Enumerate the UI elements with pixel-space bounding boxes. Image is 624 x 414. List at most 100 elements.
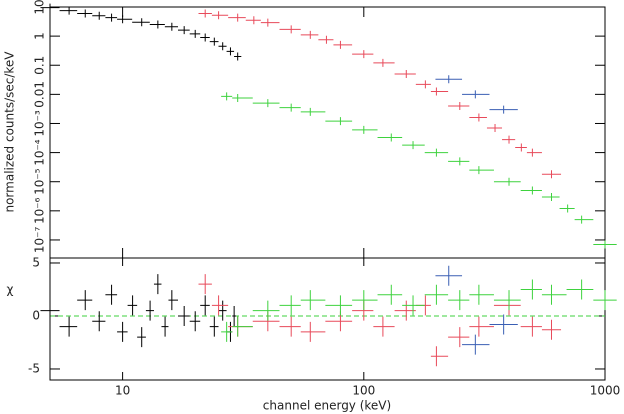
spectrum-bin: [526, 148, 542, 157]
residual: [394, 300, 416, 321]
spectrum-bin: [318, 35, 334, 44]
residual: [137, 327, 146, 348]
spectrum-bin: [520, 186, 542, 195]
residual: [541, 319, 562, 340]
spectrum-bin: [300, 30, 319, 39]
x-axis-label: channel energy (keV): [263, 399, 391, 413]
y-tick-label: 10⁻⁶: [33, 197, 47, 224]
residual: [448, 327, 470, 348]
spectrum-bin: [377, 133, 403, 142]
y-axis-label: normalized counts/sec/keV: [3, 51, 17, 213]
spectrum-bin: [198, 9, 212, 18]
residual: [232, 305, 236, 326]
residual: [520, 316, 542, 337]
residual: [593, 290, 617, 311]
residual: [92, 311, 106, 332]
residual: [493, 290, 521, 311]
spectrum-bin: [325, 117, 353, 126]
y-tick-label: 0.1: [33, 56, 47, 75]
residual: [520, 279, 542, 300]
residual: [232, 316, 253, 337]
spectrum-bin: [200, 33, 210, 42]
x-tick-label: 1000: [590, 384, 621, 398]
spectrum-bin: [402, 141, 425, 150]
residual: [178, 305, 190, 326]
spectrum-bin: [279, 25, 301, 34]
residual: [352, 300, 374, 321]
residual: [430, 346, 449, 367]
spectrum-bin: [228, 13, 246, 22]
spectrum-bin: [541, 192, 560, 201]
residual: [77, 290, 93, 311]
spectrum-bin: [77, 9, 93, 18]
residual: [252, 300, 280, 321]
residual: [325, 311, 353, 332]
spectrum-bin: [211, 11, 229, 20]
residual: [373, 316, 395, 337]
spectrum-bin: [189, 29, 201, 38]
spectrum-bin: [502, 135, 516, 144]
y-tick-label: 10⁻³: [33, 110, 47, 137]
residual: [211, 295, 229, 316]
spectrum-bin: [435, 75, 463, 84]
residual: [252, 311, 280, 332]
spectrum-bin: [279, 103, 301, 112]
spectrum-bin: [221, 92, 233, 101]
residual: [145, 300, 154, 321]
spectrum-bin: [541, 170, 562, 179]
spectrum-bin: [178, 26, 190, 35]
residual: [189, 311, 201, 332]
y-tick-label: 10⁻⁵: [33, 168, 47, 195]
spectrum-bin: [92, 11, 106, 20]
y-tick-label: 10: [33, 0, 47, 15]
spectrum-bin: [574, 215, 594, 224]
residual: [325, 295, 353, 316]
residual: [40, 300, 60, 321]
residual: [209, 316, 219, 337]
residual: [462, 334, 490, 355]
residual: [424, 284, 449, 305]
chi-axis-label: χ: [7, 283, 14, 297]
y-tick-label: 0.01: [33, 81, 47, 108]
residual: [200, 295, 210, 316]
spectrum-bin: [448, 157, 470, 166]
spectrum-bin: [462, 90, 490, 99]
residual: [300, 321, 326, 342]
top-frame: [49, 6, 606, 259]
spectrum-bin: [164, 22, 179, 31]
residual: [218, 300, 227, 321]
spectrum-bin: [234, 52, 242, 61]
y-tick-label: 10⁻⁴: [33, 139, 47, 166]
spectrum-bin: [333, 40, 353, 49]
residual: [279, 316, 301, 337]
spectrum-bin: [559, 204, 575, 213]
x-tick-label: 100: [352, 384, 375, 398]
spectrum-bin: [394, 70, 416, 79]
residual: [221, 321, 233, 342]
residual: [153, 274, 162, 295]
spectrum-bin: [373, 58, 395, 67]
spectrum-bin: [245, 16, 261, 25]
spectrum-bin: [448, 101, 470, 110]
residual: [377, 284, 403, 305]
spectrum-bin: [252, 99, 280, 108]
chi-tick-label: -5: [28, 361, 40, 375]
residual: [402, 295, 425, 316]
residual: [435, 265, 463, 286]
spectrum-bin: [493, 177, 521, 186]
spectrum-bin: [117, 15, 133, 24]
y-tick-label: 10⁻⁷: [33, 227, 47, 254]
spectrum-bin: [40, 3, 60, 12]
residual: [352, 290, 378, 311]
spectrum-bin: [149, 20, 165, 29]
residual: [59, 316, 78, 337]
chi-tick-label: 5: [32, 255, 40, 269]
spectrum-bin: [430, 87, 449, 96]
spectrum-bin: [300, 107, 326, 116]
spectrum-bin: [469, 113, 487, 122]
spectrum-bin: [593, 240, 617, 249]
spectrum-bin: [218, 42, 227, 51]
spectrum-bin: [232, 93, 253, 102]
spectrum-bin: [105, 13, 118, 22]
x-tick-label: 10: [115, 384, 130, 398]
